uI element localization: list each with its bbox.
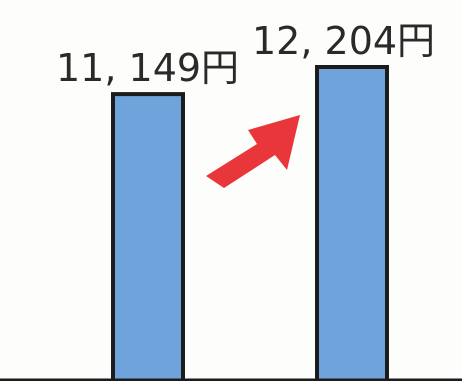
bar-2 — [315, 65, 389, 381]
bar-1 — [111, 92, 185, 381]
bar-1-value-label: 11, 149円 — [56, 46, 239, 90]
increase-arrow-icon — [206, 115, 300, 188]
bar-2-value-label: 12, 204円 — [252, 19, 435, 63]
